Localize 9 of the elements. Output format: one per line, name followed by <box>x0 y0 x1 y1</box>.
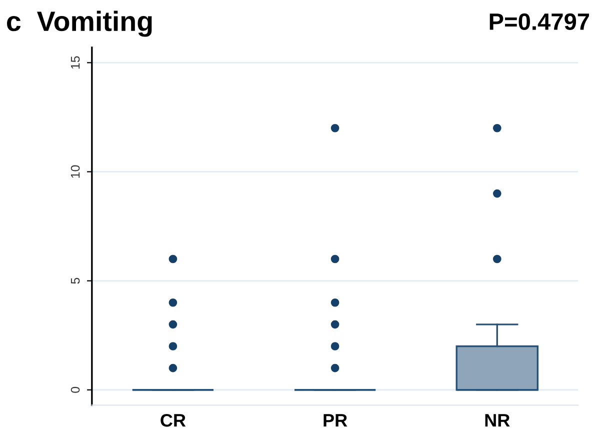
y-tick-label: 5 <box>71 278 80 284</box>
x-tick-label: NR <box>485 414 510 427</box>
chart-title: c Vomiting <box>7 10 152 37</box>
y-tick-label: 0 <box>70 386 80 393</box>
text: P=0.4797 <box>490 13 589 30</box>
y-tick-label: 15 <box>71 56 80 69</box>
x-tick-label: PR <box>324 414 348 427</box>
x-tick-label: CR <box>160 414 186 427</box>
y-tick-label: 10 <box>70 165 80 178</box>
